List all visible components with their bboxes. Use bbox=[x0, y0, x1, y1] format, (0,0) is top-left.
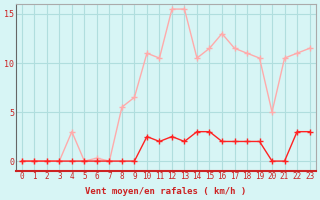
X-axis label: Vent moyen/en rafales ( km/h ): Vent moyen/en rafales ( km/h ) bbox=[85, 187, 246, 196]
